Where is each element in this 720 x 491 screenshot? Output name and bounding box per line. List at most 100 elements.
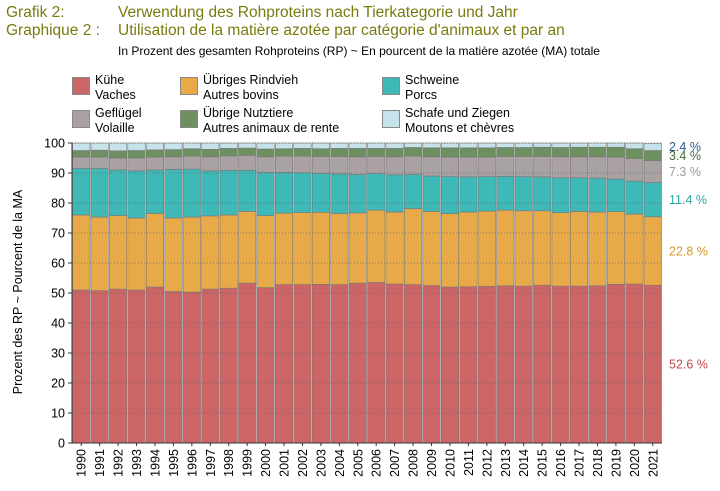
bar-segment-2000-2: [256, 172, 275, 216]
bar-segment-2008-1: [404, 208, 423, 285]
bar-segment-2005-0: [348, 282, 367, 444]
bar-segment-2014-0: [514, 285, 533, 444]
x-tick-label-2000: 2000: [259, 449, 273, 477]
bar-segment-2001-2: [275, 172, 294, 214]
y-tick-label-40: 40: [51, 317, 65, 331]
bar-segment-2018-1: [588, 211, 607, 287]
bar-segment-1997-2: [201, 170, 220, 217]
x-tick-label-1994: 1994: [148, 449, 162, 477]
x-tick-label-1998: 1998: [222, 449, 236, 477]
x-tick-label-2009: 2009: [425, 449, 439, 477]
bar-segment-2004-0: [330, 284, 349, 444]
legend-swatch: [180, 110, 198, 128]
bar-segment-2010-1: [440, 213, 459, 288]
legend-swatch: [180, 77, 198, 95]
y-tick-label-50: 50: [51, 287, 65, 301]
title-fr: Utilisation de la matière azotée par cat…: [118, 22, 565, 39]
legend-swatch: [382, 110, 400, 128]
x-tick-label-2001: 2001: [278, 449, 292, 477]
y-tick-label-100: 100: [44, 137, 65, 151]
bar-segment-2020-4: [625, 148, 644, 159]
bar-segment-2015-3: [533, 156, 552, 178]
bar-segment-1990-0: [72, 289, 91, 444]
bar-segment-2014-4: [514, 147, 533, 157]
bar-segment-1991-2: [90, 168, 109, 218]
bar-segment-2004-2: [330, 173, 349, 214]
x-tick-label-2007: 2007: [388, 449, 402, 477]
bar-segment-2019-3: [606, 156, 625, 180]
y-axis-label: Prozent des RP ~ Pourcent de la MA: [11, 189, 25, 394]
x-tick-label-2013: 2013: [499, 449, 513, 477]
bar-segment-2003-4: [311, 148, 330, 157]
bar-segment-2008-2: [404, 174, 423, 210]
bar-segment-2021-4: [643, 150, 662, 161]
bar-segment-1990-4: [72, 150, 91, 158]
bars: [72, 142, 662, 444]
bar-segment-1991-0: [90, 290, 109, 444]
bar-segment-2007-4: [385, 148, 404, 158]
bar-segment-1997-5: [201, 142, 220, 150]
x-tick-label-2005: 2005: [351, 449, 365, 477]
bar-segment-2016-2: [551, 177, 570, 213]
y-tick-label-60: 60: [51, 257, 65, 271]
bar-segment-2006-3: [367, 156, 386, 174]
x-tick-label-2003: 2003: [314, 449, 328, 477]
bar-segment-2000-5: [256, 142, 275, 150]
bar-segment-1995-2: [164, 169, 183, 219]
bar-segment-2009-0: [422, 285, 441, 444]
bar-segment-1990-5: [72, 142, 91, 151]
y-tick-label-30: 30: [51, 347, 65, 361]
bar-segment-1998-1: [219, 214, 238, 289]
x-tick-label-2011: 2011: [462, 449, 476, 476]
bar-segment-1993-4: [127, 150, 146, 159]
bar-segment-2013-4: [496, 147, 515, 157]
bar-segment-1994-0: [145, 286, 164, 444]
bar-segment-2017-0: [570, 285, 589, 444]
x-tick-label-2016: 2016: [554, 449, 568, 477]
bar-segment-2014-1: [514, 210, 533, 287]
bar-segment-2021-5: [643, 143, 662, 151]
bar-segment-2004-3: [330, 156, 349, 175]
x-tick-label-1991: 1991: [93, 449, 107, 477]
bar-segment-2012-2: [477, 176, 496, 212]
bar-segment-1996-4: [182, 148, 201, 157]
bar-segment-2003-1: [311, 212, 330, 285]
bar-segment-1999-3: [238, 155, 257, 171]
bar-segment-2014-2: [514, 176, 533, 212]
x-tick-label-1997: 1997: [204, 449, 218, 477]
bar-segment-2009-4: [422, 147, 441, 158]
bar-segment-1999-1: [238, 211, 257, 284]
bar-segment-1995-1: [164, 217, 183, 292]
x-tick-label-2010: 2010: [443, 449, 457, 477]
bar-segment-1991-5: [90, 142, 109, 151]
x-tick-label-1993: 1993: [130, 449, 144, 477]
bar-segment-2004-1: [330, 213, 349, 285]
bar-segment-1996-3: [182, 155, 201, 170]
bar-segment-2017-4: [570, 146, 589, 158]
bar-segment-1995-0: [164, 291, 183, 444]
x-tick-label-1995: 1995: [167, 449, 181, 477]
bar-segment-1991-3: [90, 156, 109, 169]
bar-segment-2001-5: [275, 142, 294, 149]
bar-segment-2019-2: [606, 178, 625, 213]
bar-segment-2003-5: [311, 142, 330, 149]
bar-segment-1990-2: [72, 168, 91, 216]
bar-segment-2002-5: [293, 142, 312, 149]
bar-segment-2005-3: [348, 156, 367, 175]
bar-segment-2009-5: [422, 142, 441, 149]
bar-segment-2001-3: [275, 155, 294, 173]
bar-segment-2011-2: [459, 176, 478, 213]
bar-segment-1999-4: [238, 147, 257, 156]
bar-segment-2006-4: [367, 148, 386, 157]
bar-segment-1998-0: [219, 287, 238, 444]
bar-segment-2004-5: [330, 142, 349, 149]
bar-segment-2008-4: [404, 147, 423, 157]
bar-segment-1999-5: [238, 142, 257, 149]
x-tick-labels: 1990 1991 1992 1993 1994 1995 1996 1997 1998 1999…: [75, 443, 660, 477]
bar-segment-1992-2: [109, 169, 128, 216]
x-tick-label-1999: 1999: [241, 449, 255, 477]
bar-segment-2003-0: [311, 283, 330, 444]
bar-segment-1996-2: [182, 168, 201, 218]
bar-segment-2000-1: [256, 215, 275, 288]
